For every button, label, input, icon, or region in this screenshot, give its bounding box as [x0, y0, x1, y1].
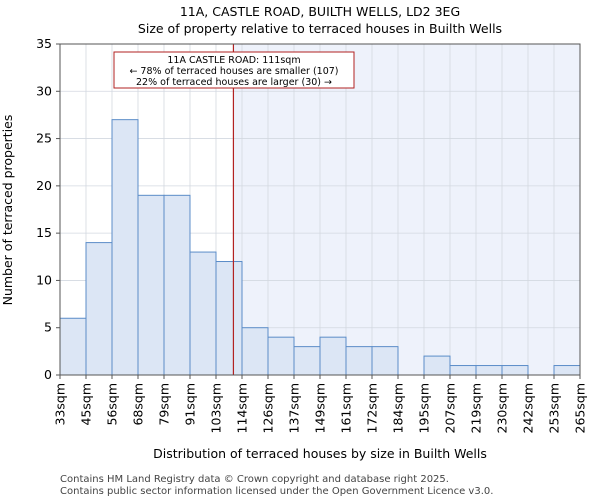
x-axis-label: Distribution of terraced houses by size …	[153, 446, 487, 461]
histogram-bar	[371, 346, 399, 376]
footer-line-2: Contains public sector information licen…	[60, 486, 493, 497]
histogram-bar	[241, 327, 269, 376]
x-tick-label: 230sqm	[495, 383, 510, 433]
histogram-bar	[189, 251, 217, 376]
x-tick-label: 172sqm	[365, 383, 380, 433]
histogram-bar	[449, 365, 477, 376]
x-tick-label: 114sqm	[235, 383, 250, 433]
y-tick-label: 35	[36, 36, 52, 51]
histogram-bar	[501, 365, 529, 376]
larger-region-background	[233, 44, 581, 375]
y-tick-layer: 0 5 10 15 20 25 30 35	[36, 36, 60, 382]
histogram-bar	[59, 317, 87, 376]
histogram-bar	[293, 346, 321, 376]
x-tick-label: 45sqm	[79, 383, 94, 426]
histogram-bar	[85, 242, 113, 376]
y-tick-label: 0	[44, 367, 52, 382]
annotation-line-2: ← 78% of terraced houses are smaller (10…	[129, 66, 338, 77]
x-tick-label: 91sqm	[183, 383, 198, 426]
y-tick-label: 30	[36, 83, 52, 98]
x-tick-label: 207sqm	[443, 383, 458, 433]
x-tick-label: 219sqm	[469, 383, 484, 433]
histogram-bar	[111, 119, 139, 376]
x-tick-label: 56sqm	[105, 383, 120, 426]
histogram-bar	[215, 261, 243, 376]
annotation-line-1: 11A CASTLE ROAD: 111sqm	[167, 55, 300, 66]
y-tick-label: 10	[36, 272, 52, 287]
chart-title: 11A, CASTLE ROAD, BUILTH WELLS, LD2 3EG	[180, 4, 460, 19]
x-tick-label: 68sqm	[131, 383, 146, 426]
histogram-bar	[423, 355, 451, 376]
y-tick-label: 5	[44, 320, 52, 335]
x-tick-label: 161sqm	[339, 383, 354, 433]
footer-line-1: Contains HM Land Registry data © Crown c…	[60, 474, 449, 485]
histogram-bar	[137, 194, 165, 376]
annotation-box: 11A CASTLE ROAD: 111sqm ← 78% of terrace…	[113, 51, 355, 89]
x-tick-label: 103sqm	[209, 383, 224, 433]
y-tick-label: 20	[36, 178, 52, 193]
y-tick-label: 25	[36, 131, 52, 146]
bar-layer	[59, 119, 581, 376]
histogram-bar	[475, 365, 503, 376]
x-tick-label: 253sqm	[547, 383, 562, 433]
y-axis-label: Number of terraced properties	[0, 115, 15, 306]
histogram-bar	[319, 336, 347, 376]
x-tick-layer: 33sqm 45sqm 56sqm 68sqm 79sqm 91sqm 103sqm 114s…	[53, 375, 588, 433]
y-tick-label: 15	[36, 225, 52, 240]
x-tick-label: 137sqm	[287, 383, 302, 433]
x-tick-label: 126sqm	[261, 383, 276, 433]
histogram-bar	[163, 194, 191, 376]
annotation-frame	[113, 51, 355, 89]
histogram-bar	[267, 336, 295, 376]
x-tick-label: 149sqm	[313, 383, 328, 433]
x-tick-label: 195sqm	[417, 383, 432, 433]
chart-subtitle: Size of property relative to terraced ho…	[138, 21, 502, 36]
x-tick-label: 265sqm	[573, 383, 588, 433]
x-tick-label: 79sqm	[157, 383, 172, 426]
x-tick-label: 33sqm	[53, 383, 68, 426]
histogram-bar	[553, 365, 581, 376]
histogram-bar	[345, 346, 373, 376]
x-tick-label: 184sqm	[391, 383, 406, 433]
x-tick-label: 242sqm	[521, 383, 536, 433]
annotation-line-3: 22% of terraced houses are larger (30) →	[136, 77, 332, 88]
